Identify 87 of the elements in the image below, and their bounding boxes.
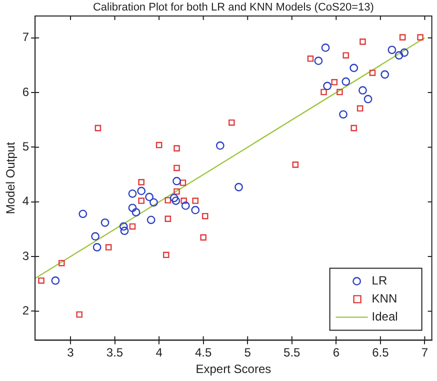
point: [356, 105, 364, 112]
point: [417, 34, 424, 40]
point: [181, 202, 190, 210]
point: [51, 276, 60, 285]
point: [202, 212, 208, 220]
point: [119, 222, 128, 231]
point: [138, 179, 144, 186]
point: [336, 88, 343, 96]
point: [146, 216, 156, 224]
point: [38, 277, 44, 284]
point: [174, 145, 180, 152]
point: [132, 208, 140, 216]
point: [339, 110, 348, 119]
x-tick-label: 3: [67, 346, 74, 360]
point: [129, 223, 136, 230]
point: [138, 198, 144, 204]
point: [94, 124, 102, 132]
x-tick-label: 7: [421, 346, 428, 360]
x-tick-label: 5.5: [284, 346, 301, 360]
point: [58, 260, 65, 266]
point: [180, 198, 187, 204]
point: [162, 252, 170, 258]
point: [150, 198, 158, 207]
point: [399, 34, 406, 40]
point: [331, 79, 338, 86]
point: [307, 56, 314, 62]
point: [172, 176, 181, 186]
legend-label: LR: [372, 274, 388, 288]
point: [156, 142, 162, 148]
x-tick-label: 4: [156, 346, 163, 360]
chart-title: Calibration Plot for both LR and KNN Models (CoS20=13): [92, 2, 374, 14]
point: [191, 206, 200, 214]
point: [228, 119, 235, 126]
point: [350, 124, 358, 132]
point: [192, 198, 199, 204]
point: [342, 52, 350, 59]
y-tick-label: 5: [22, 140, 30, 154]
point: [292, 162, 299, 168]
point: [369, 70, 376, 76]
point: [92, 243, 102, 252]
point: [105, 244, 112, 250]
point: [342, 77, 350, 86]
point: [320, 88, 327, 96]
point: [180, 180, 186, 186]
point: [394, 51, 404, 60]
x-tick-label: 6.5: [372, 346, 390, 360]
x-tick-label: 5: [244, 346, 252, 360]
point: [120, 226, 129, 236]
y-axis-title: Model Output: [4, 141, 18, 214]
point: [350, 64, 358, 72]
point: [76, 311, 82, 318]
y-tick-label: 3: [22, 248, 30, 263]
point: [128, 204, 137, 212]
point: [174, 188, 180, 195]
point: [216, 141, 224, 150]
y-tick-label: 4: [22, 194, 30, 208]
point: [91, 232, 100, 241]
x-tick-label: 4.5: [194, 346, 212, 360]
point: [78, 210, 88, 218]
y-tick-label: 2: [22, 304, 30, 318]
x-tick-label: 3.5: [106, 346, 124, 360]
point: [321, 44, 330, 52]
point: [200, 234, 206, 241]
point: [164, 216, 172, 222]
y-tick-label: 7: [22, 30, 30, 44]
point: [380, 70, 390, 79]
x-axis-title: Expert Scores: [196, 362, 272, 376]
point: [100, 218, 110, 227]
point: [364, 94, 372, 104]
point: [234, 182, 243, 192]
y-tick-label: 6: [22, 84, 30, 99]
point: [314, 56, 323, 66]
point: [172, 196, 180, 205]
point: [174, 164, 180, 172]
point: [137, 186, 146, 196]
legend-label: Ideal: [372, 310, 398, 324]
point: [323, 82, 332, 90]
legend-label: KNN: [372, 292, 398, 306]
point: [164, 197, 172, 204]
point: [170, 194, 178, 202]
point: [400, 48, 409, 57]
point: [360, 38, 366, 45]
point: [388, 46, 396, 54]
point: [358, 86, 367, 95]
x-tick-label: 6: [332, 346, 340, 360]
point: [145, 192, 154, 202]
point: [128, 189, 137, 198]
